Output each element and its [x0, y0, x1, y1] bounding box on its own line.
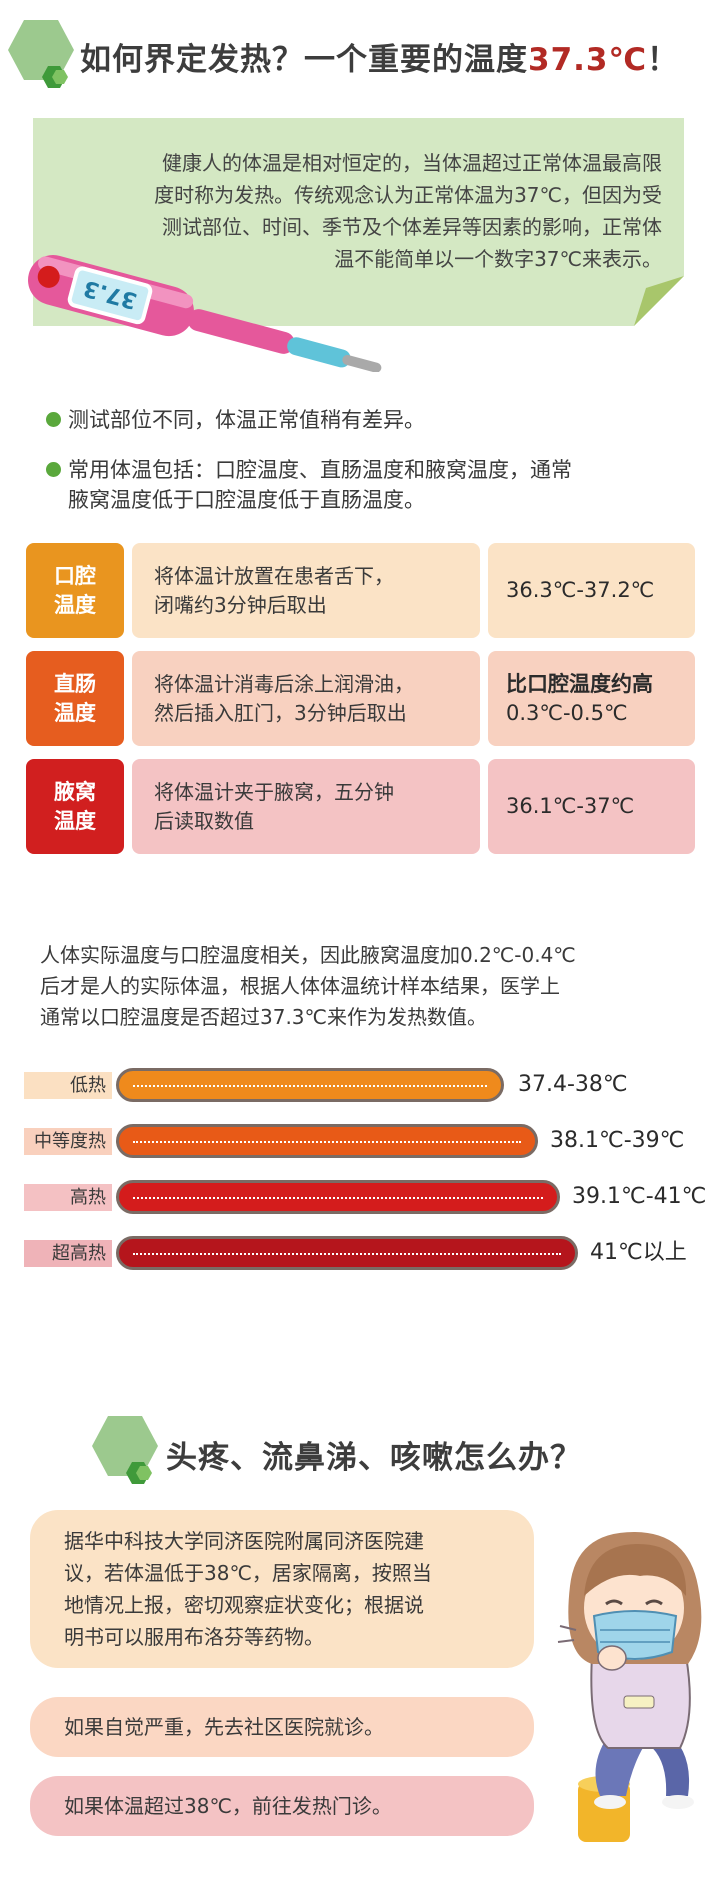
- page-fold-corner: [634, 276, 684, 326]
- fever-bar-moderate: [116, 1124, 538, 1158]
- title-main: 如何界定发热？一个重要的温度: [80, 42, 528, 78]
- intro-line: 度时称为发热。传统观念认为正常体温为37℃，但因为受: [154, 183, 662, 207]
- table-label-rectal: 直肠 温度: [26, 651, 124, 746]
- bullet-line: 测试部位不同，体温正常值稍有差异。: [68, 408, 425, 432]
- fever-level-label: 中等度热: [24, 1128, 112, 1155]
- title-tail: ！: [647, 42, 680, 78]
- fever-range: 39.1℃-41℃: [572, 1184, 707, 1209]
- hexagon-icon: [8, 20, 74, 88]
- advice-bubble-fever-clinic: 如果体温超过38℃，前往发热门诊。: [30, 1776, 534, 1836]
- bullet-dot: [46, 462, 61, 477]
- table-value-oral: 36.3℃-37.2℃: [488, 543, 695, 638]
- table-label-axillary: 腋窝 温度: [26, 759, 124, 854]
- bullet-line: 腋窝温度低于口腔温度低于直肠温度。: [68, 488, 425, 512]
- fever-range: 38.1℃-39℃: [550, 1128, 685, 1153]
- fever-level-label: 高热: [24, 1184, 112, 1211]
- fever-bar-low: [116, 1068, 504, 1102]
- bullet-dot: [46, 412, 61, 427]
- fever-bar-extreme: [116, 1236, 578, 1270]
- fever-definition-paragraph: 人体实际温度与口腔温度相关，因此腋窝温度加0.2℃-0.4℃ 后才是人的实际体温…: [40, 943, 576, 1029]
- table-value-axillary: 36.1℃-37℃: [488, 759, 695, 854]
- table-desc-rectal: 将体温计消毒后涂上润滑油， 然后插入肛门，3分钟后取出: [132, 651, 480, 746]
- fever-level-label: 超高热: [24, 1240, 112, 1267]
- title-temperature-highlight: 37.3℃: [528, 42, 648, 78]
- hexagon-icon: [92, 1416, 158, 1484]
- table-desc-oral: 将体温计放置在患者舌下， 闭嘴约3分钟后取出: [132, 543, 480, 638]
- table-desc-axillary: 将体温计夹于腋窝，五分钟 后读取数值: [132, 759, 480, 854]
- table-value-rectal: 比口腔温度约高 0.3℃-0.5℃: [488, 651, 695, 746]
- fever-range: 37.4-38℃: [518, 1072, 628, 1097]
- section-title-symptoms: 头疼、流鼻涕、咳嗽怎么办？: [166, 1440, 582, 1476]
- bullet-item: 测试部位不同，体温正常值稍有差异。: [68, 405, 425, 435]
- intro-text: 健康人的体温是相对恒定的，当体温超过正常体温最高限 度时称为发热。传统观念认为正…: [62, 147, 662, 275]
- advice-bubble-main: 据华中科技大学同济医院附属同济医院建 议，若体温低于38℃，居家隔离，按照当 地…: [30, 1510, 534, 1668]
- fever-level-label: 低热: [24, 1072, 112, 1099]
- bullet-item: 常用体温包括：口腔温度、直肠温度和腋窝温度，通常 腋窝温度低于口腔温度低于直肠温…: [68, 455, 572, 515]
- thermometer-icon: 37.3: [28, 255, 382, 372]
- sick-girl-illustration: [557, 1532, 702, 1842]
- advice-bubble-severe: 如果自觉严重，先去社区医院就诊。: [30, 1697, 534, 1757]
- intro-line: 温不能简单以一个数字37℃来表示。: [334, 247, 662, 271]
- table-label-oral: 口腔 温度: [26, 543, 124, 638]
- intro-line: 健康人的体温是相对恒定的，当体温超过正常体温最高限: [162, 151, 662, 175]
- section-title-fever: 如何界定发热？一个重要的温度37.3℃！: [80, 34, 679, 79]
- fever-bar-high: [116, 1180, 560, 1214]
- intro-line: 测试部位、时间、季节及个体差异等因素的影响，正常体: [162, 215, 662, 239]
- bullet-line: 常用体温包括：口腔温度、直肠温度和腋窝温度，通常: [68, 458, 572, 482]
- fever-range: 41℃以上: [590, 1240, 687, 1265]
